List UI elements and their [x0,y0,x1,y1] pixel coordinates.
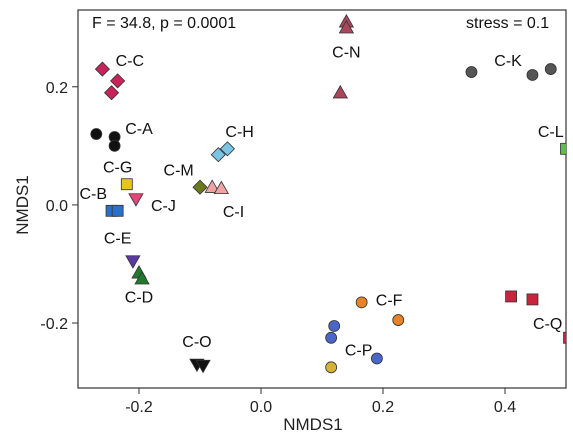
label-c-e: C-E [104,230,132,247]
point-c-f [356,297,367,308]
point-c-p [329,320,340,331]
point-c-q [527,294,538,305]
label-c-n: C-N [332,44,360,61]
point-c-k [527,69,538,80]
point-c-b [112,205,123,216]
point-c-f [393,315,404,326]
point-c-a [109,140,120,151]
stress-annotation: stress = 0.1 [466,15,549,32]
label-c-l: C-L [538,124,564,141]
label-c-h: C-H [225,124,253,141]
label-c-j: C-J [151,198,176,215]
point-c-g [121,179,132,190]
label-c-q: C-Q [533,316,562,333]
label-c-k: C-K [494,53,522,70]
label-c-p: C-P [345,343,373,360]
label-c-c: C-C [116,53,144,70]
label-c-g: C-G [103,160,132,177]
label-c-m: C-M [164,162,194,179]
point-c-k [466,67,477,78]
point-c-q [564,332,573,343]
y-tick-label: 0.2 [46,80,68,97]
label-c-f: C-F [376,292,403,309]
x-tick-label: -0.2 [125,399,153,416]
label-c-o: C-O [182,334,211,351]
stats-annotation: F = 34.8, p = 0.0001 [92,15,236,32]
y-axis-title: NMDS1 [13,175,32,235]
point-c-p [326,362,337,373]
label-c-a: C-A [125,121,153,138]
point-c-q [506,291,517,302]
point-c-k [545,64,556,75]
label-c-i: C-I [223,204,244,221]
label-c-d: C-D [125,289,153,306]
x-tick-label: 0.0 [250,399,272,416]
label-c-b: C-B [79,186,107,203]
point-c-p [371,353,382,364]
y-tick-label: -0.2 [40,316,68,333]
x-tick-label: 0.2 [372,399,394,416]
point-c-a [91,129,102,140]
point-c-l [561,143,572,154]
x-axis-title: NMDS1 [283,415,343,434]
y-tick-label: 0.0 [46,198,68,215]
point-c-p [326,332,337,343]
x-tick-label: 0.4 [494,399,516,416]
